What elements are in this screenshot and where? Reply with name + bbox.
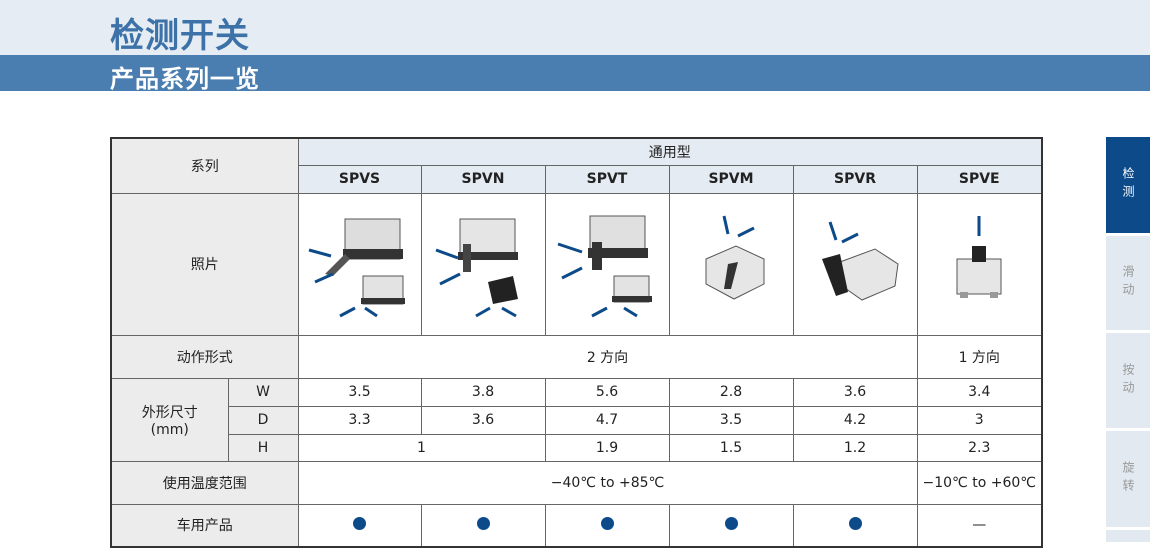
model-header: SPVR (792, 164, 918, 194)
auto-cell (544, 503, 670, 548)
dim-w: 3.5 (297, 377, 422, 407)
switch-image (822, 221, 899, 301)
series-label: 系列 (110, 137, 299, 194)
dim-d: 3 (916, 405, 1043, 435)
action-label: 动作形式 (110, 334, 299, 379)
dim-w: 5.6 (544, 377, 670, 407)
side-tab-rotary[interactable]: 旋转 (1106, 431, 1150, 527)
model-header: SPVM (668, 164, 794, 194)
side-tab-label: 旋转 (1121, 461, 1135, 497)
photo-spvm (668, 192, 794, 336)
side-tab-label: 检测 (1121, 167, 1135, 203)
auto-cell (297, 503, 422, 548)
photo-spvr (792, 192, 918, 336)
dim-d-label: D (227, 405, 299, 435)
temp-label: 使用温度范围 (110, 460, 299, 505)
dim-w: 3.8 (420, 377, 546, 407)
temp-range-spve: −10℃ to +60℃ (916, 460, 1043, 505)
switch-image (705, 215, 765, 300)
filled-circle-icon (476, 516, 490, 530)
side-tab-label: 按动 (1121, 362, 1135, 399)
switch-image (557, 215, 652, 318)
header-band (0, 0, 1150, 55)
auto-cell (792, 503, 918, 548)
dim-d: 3.5 (668, 405, 794, 435)
auto-cell-dash: — (916, 503, 1043, 548)
temp-range-general: −40℃ to +85℃ (297, 460, 918, 505)
action-one-direction: 1 方向 (916, 334, 1043, 379)
side-tab-detect[interactable]: 检测 (1106, 137, 1150, 233)
model-header: SPVT (544, 164, 670, 194)
switch-image (308, 218, 405, 318)
auto-cell (668, 503, 794, 548)
product-table: 系列 通用型 SPVS SPVN SPVT SPVM SPVR SPVE 照片 … (110, 137, 1043, 548)
model-header: SPVE (916, 164, 1043, 194)
side-tab-slide[interactable]: 滑动 (1106, 236, 1150, 330)
dim-h: 1.2 (792, 433, 918, 462)
dim-h: 1 (297, 433, 546, 462)
dim-h: 1.9 (544, 433, 670, 462)
dim-w: 3.4 (916, 377, 1043, 407)
photo-spvn (420, 192, 546, 336)
side-tab-push[interactable]: 按动 (1106, 333, 1150, 428)
section-title: 产品系列一览 (110, 65, 260, 93)
model-header: SPVS (297, 164, 422, 194)
dim-d: 3.3 (297, 405, 422, 435)
section-bar (0, 55, 1150, 91)
switch-image (435, 218, 518, 318)
filled-circle-icon (600, 516, 614, 530)
dims-unit: (mm) (150, 421, 189, 438)
auto-label: 车用产品 (110, 503, 299, 548)
photo-spvs (297, 192, 422, 336)
auto-cell (420, 503, 546, 548)
dim-h-label: H (227, 433, 299, 462)
dim-h: 2.3 (916, 433, 1043, 462)
dim-h: 1.5 (668, 433, 794, 462)
filled-circle-icon (353, 516, 366, 530)
photo-spve (916, 192, 1043, 336)
photo-label: 照片 (110, 192, 299, 336)
photo-spvt (544, 192, 670, 336)
switch-image (956, 216, 1002, 298)
side-tab-more[interactable] (1106, 530, 1150, 542)
side-tab-label: 滑动 (1121, 265, 1135, 301)
action-two-direction: 2 方向 (297, 334, 918, 379)
dim-w: 2.8 (668, 377, 794, 407)
group-label: 通用型 (297, 137, 1043, 166)
page-title: 检测开关 (110, 16, 250, 56)
dim-w-label: W (227, 377, 299, 407)
filled-circle-icon (724, 516, 738, 530)
dim-d: 4.2 (792, 405, 918, 435)
model-header: SPVN (420, 164, 546, 194)
dims-label-text: 外形尺寸 (141, 404, 198, 421)
dim-w: 3.6 (792, 377, 918, 407)
dim-d: 4.7 (544, 405, 670, 435)
dim-d: 3.6 (420, 405, 546, 435)
filled-circle-icon (848, 516, 862, 530)
dims-label: 外形尺寸 (mm) (110, 377, 229, 462)
